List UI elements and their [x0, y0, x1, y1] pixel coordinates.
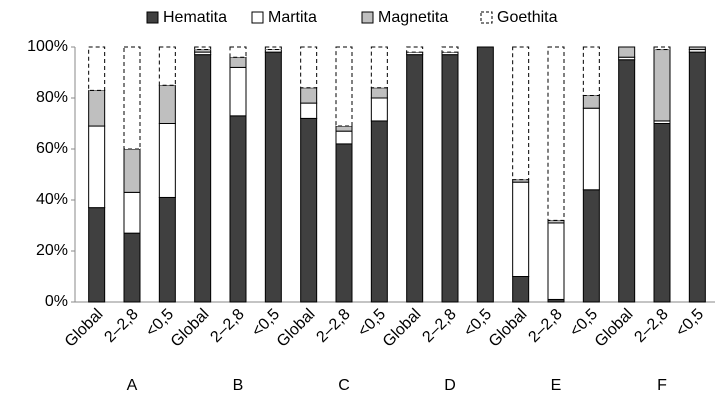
bar-segment: [158, 46, 176, 86]
bar-segment: [123, 232, 141, 303]
bar-segment: [229, 46, 247, 58]
group-label: B: [233, 377, 244, 394]
bar-segment: [406, 46, 424, 53]
bar-segment: [88, 89, 106, 127]
bar-segment: [406, 54, 424, 303]
legend-swatch: [361, 11, 374, 24]
bar-segment: [264, 49, 282, 53]
bar-segment: [618, 46, 636, 58]
x-tick-label: 2–2,8: [101, 306, 141, 346]
x-tick-label: 2–2,8: [631, 306, 671, 346]
bar-segment: [653, 49, 671, 122]
bar-segment: [264, 46, 282, 51]
bar-segment: [441, 54, 459, 303]
x-tick-label: 2–2,8: [207, 306, 247, 346]
legend-swatch: [480, 11, 493, 24]
bar-segment: [547, 46, 565, 221]
bar-segment: [441, 46, 459, 53]
x-tick-label: Global: [274, 306, 319, 351]
bar-segment: [688, 51, 706, 303]
bar-segment: [123, 46, 141, 150]
group-label: C: [338, 377, 350, 394]
bar-segment: [335, 143, 353, 303]
bar-segment: [300, 117, 318, 303]
legend-swatch: [146, 11, 159, 24]
bar-segment: [688, 46, 706, 51]
bar-segment: [194, 54, 212, 303]
bar-segment: [88, 46, 106, 91]
bar-segment: [194, 49, 212, 53]
bar-segment: [370, 97, 388, 122]
x-tick-label: Global: [486, 306, 531, 351]
y-tick-label: 100%: [27, 38, 68, 55]
group-label: F: [657, 377, 667, 394]
legend-label: Hematita: [163, 9, 227, 26]
bar-segment: [88, 207, 106, 303]
legend-label: Goethita: [497, 9, 558, 26]
bar-segment: [300, 87, 318, 104]
bar-segment: [582, 189, 600, 303]
y-tick-label: 20%: [36, 242, 68, 259]
bar-segment: [370, 46, 388, 89]
x-tick-label: <0,5: [673, 306, 707, 340]
bar-segment: [300, 46, 318, 89]
bar-segment: [300, 102, 318, 119]
bar-segment: [335, 130, 353, 145]
bar-segment: [88, 125, 106, 209]
bar-segment: [194, 46, 212, 51]
x-tick-label: 2–2,8: [525, 306, 565, 346]
bar-segment: [370, 120, 388, 303]
bar-segment: [582, 94, 600, 109]
x-tick-label: Global: [380, 306, 425, 351]
bar-segment: [653, 46, 671, 51]
bar-segment: [229, 115, 247, 303]
bar-segment: [123, 148, 141, 193]
bar-segment: [264, 51, 282, 303]
group-label: D: [444, 377, 456, 394]
bar-segment: [547, 222, 565, 300]
bar-segment: [370, 87, 388, 99]
y-tick-label: 60%: [36, 140, 68, 157]
bar-segment: [229, 66, 247, 117]
x-tick-label: Global: [62, 306, 107, 351]
y-tick-label: 80%: [36, 89, 68, 106]
legend-label: Martita: [268, 9, 317, 26]
legend-label: Magnetita: [378, 9, 448, 26]
legend-swatch: [251, 11, 264, 24]
y-tick-label: 0%: [45, 293, 68, 310]
group-label: A: [127, 377, 138, 394]
bar-segment: [158, 123, 176, 198]
bar-segment: [582, 46, 600, 96]
bar-segment: [512, 46, 530, 181]
bar-segment: [229, 56, 247, 68]
x-tick-label: 2–2,8: [419, 306, 459, 346]
y-tick-label: 40%: [36, 191, 68, 208]
bar-segment: [582, 107, 600, 191]
bar-segment: [123, 191, 141, 234]
bar-segment: [158, 196, 176, 303]
x-tick-label: 2–2,8: [313, 306, 353, 346]
bar-segment: [653, 123, 671, 303]
bar-segment: [158, 84, 176, 124]
x-tick-label: Global: [592, 306, 637, 351]
x-tick-label: Global: [168, 306, 213, 351]
bar-segment: [512, 276, 530, 303]
bar-segment: [618, 59, 636, 303]
bar-segment: [512, 181, 530, 277]
bar-segment: [476, 46, 494, 303]
bar-segment: [335, 46, 353, 127]
group-label: E: [551, 377, 562, 394]
bar-segment: [335, 125, 353, 132]
